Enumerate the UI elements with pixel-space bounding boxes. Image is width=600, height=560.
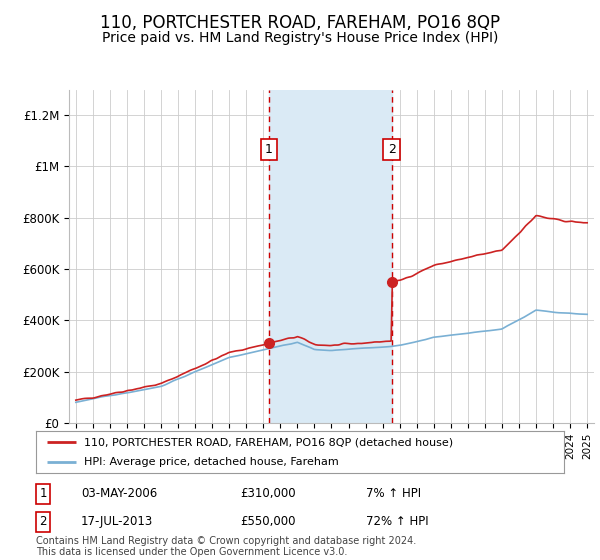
Text: HPI: Average price, detached house, Fareham: HPI: Average price, detached house, Fare… <box>83 458 338 467</box>
Text: 7% ↑ HPI: 7% ↑ HPI <box>366 487 421 501</box>
Text: Price paid vs. HM Land Registry's House Price Index (HPI): Price paid vs. HM Land Registry's House … <box>102 31 498 45</box>
Text: 110, PORTCHESTER ROAD, FAREHAM, PO16 8QP: 110, PORTCHESTER ROAD, FAREHAM, PO16 8QP <box>100 14 500 32</box>
Text: £550,000: £550,000 <box>240 515 296 529</box>
Text: 110, PORTCHESTER ROAD, FAREHAM, PO16 8QP (detached house): 110, PORTCHESTER ROAD, FAREHAM, PO16 8QP… <box>83 437 452 447</box>
Text: 72% ↑ HPI: 72% ↑ HPI <box>366 515 428 529</box>
Text: 1: 1 <box>265 143 273 156</box>
Text: 2: 2 <box>388 143 395 156</box>
Text: 17-JUL-2013: 17-JUL-2013 <box>81 515 153 529</box>
Text: Contains HM Land Registry data © Crown copyright and database right 2024.
This d: Contains HM Land Registry data © Crown c… <box>36 535 416 557</box>
Text: 1: 1 <box>40 487 47 501</box>
Text: £310,000: £310,000 <box>240 487 296 501</box>
Text: 03-MAY-2006: 03-MAY-2006 <box>81 487 157 501</box>
Text: 2: 2 <box>40 515 47 529</box>
Bar <box>269 90 392 423</box>
